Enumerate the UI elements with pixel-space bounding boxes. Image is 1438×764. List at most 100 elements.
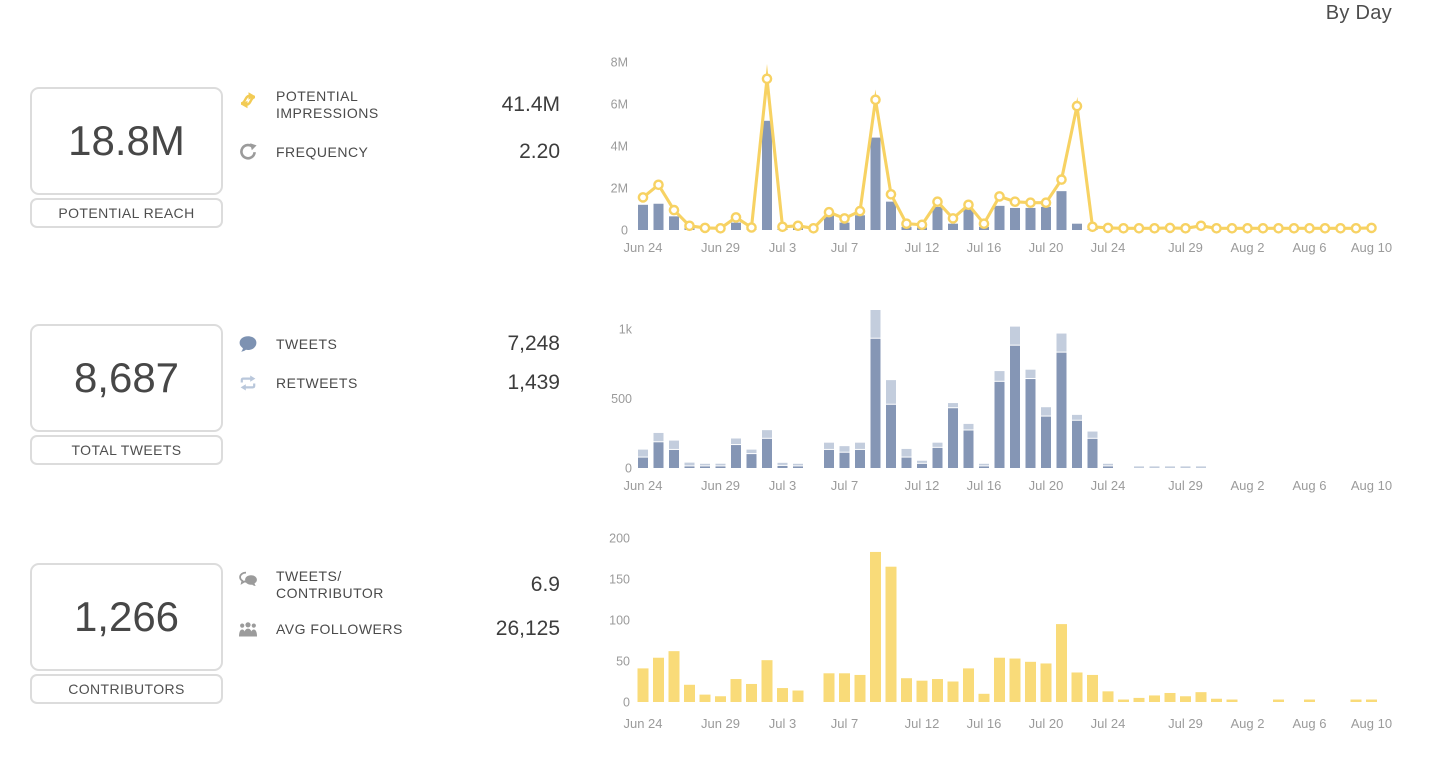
data-point-marker[interactable] bbox=[699, 222, 711, 234]
bar[interactable] bbox=[730, 679, 742, 702]
data-point-marker[interactable] bbox=[1350, 222, 1362, 234]
bar[interactable] bbox=[932, 206, 943, 230]
bar[interactable] bbox=[715, 466, 726, 468]
data-point-marker[interactable] bbox=[901, 218, 912, 229]
data-point-marker[interactable] bbox=[1180, 222, 1191, 234]
bar[interactable] bbox=[1102, 691, 1114, 702]
bar[interactable] bbox=[638, 457, 648, 468]
data-point-marker[interactable] bbox=[637, 192, 649, 203]
data-point-marker[interactable] bbox=[1040, 197, 1052, 208]
bar-stack-segment[interactable] bbox=[746, 449, 757, 454]
bar[interactable] bbox=[1366, 699, 1377, 702]
bar-stack-segment[interactable] bbox=[824, 442, 834, 449]
bar[interactable] bbox=[1056, 352, 1067, 468]
bar[interactable] bbox=[839, 222, 850, 230]
bar[interactable] bbox=[1071, 672, 1083, 702]
bar[interactable] bbox=[855, 449, 865, 468]
bar[interactable] bbox=[1350, 699, 1362, 702]
bar-stack-segment[interactable] bbox=[1056, 333, 1067, 352]
data-point-marker[interactable] bbox=[1304, 222, 1315, 234]
bar[interactable] bbox=[1056, 624, 1067, 702]
bar[interactable] bbox=[1164, 692, 1176, 702]
bar[interactable] bbox=[854, 674, 866, 702]
data-point-marker[interactable] bbox=[839, 213, 850, 224]
bar-stack-segment[interactable] bbox=[901, 448, 912, 457]
bar[interactable] bbox=[979, 466, 989, 468]
data-point-marker[interactable] bbox=[777, 221, 788, 233]
bar-stack-segment[interactable] bbox=[669, 440, 679, 449]
bar-stack-segment[interactable] bbox=[1149, 466, 1160, 468]
data-point-marker[interactable] bbox=[1118, 222, 1129, 234]
bar[interactable] bbox=[855, 215, 865, 230]
chart-canvas[interactable]: 0 50 100 150 200 Jun 24 Jun 29 Jul 3 Jul 7 Jul 12… bbox=[600, 525, 1438, 743]
bar[interactable] bbox=[1103, 466, 1113, 468]
data-point-marker[interactable] bbox=[715, 222, 726, 234]
bar-stack-segment[interactable] bbox=[839, 446, 850, 452]
bar[interactable] bbox=[653, 203, 664, 230]
data-point-marker[interactable] bbox=[792, 220, 804, 232]
bar[interactable] bbox=[1072, 223, 1082, 230]
bar[interactable] bbox=[1226, 699, 1238, 702]
bar[interactable] bbox=[963, 209, 974, 230]
bar[interactable] bbox=[901, 678, 912, 702]
bar[interactable] bbox=[668, 651, 680, 702]
bar-stack-segment[interactable] bbox=[1134, 466, 1144, 468]
bar[interactable] bbox=[963, 430, 974, 468]
bar-stack-segment[interactable] bbox=[932, 442, 943, 447]
bar-stack-segment[interactable] bbox=[1196, 466, 1206, 468]
bar[interactable] bbox=[1025, 661, 1036, 702]
bar[interactable] bbox=[917, 463, 927, 468]
bar[interactable] bbox=[1025, 207, 1036, 230]
bar[interactable] bbox=[1195, 692, 1207, 702]
bar[interactable] bbox=[839, 452, 850, 468]
bar[interactable] bbox=[669, 216, 679, 230]
data-point-marker[interactable] bbox=[1257, 222, 1269, 234]
bar[interactable] bbox=[947, 681, 959, 703]
bar[interactable] bbox=[792, 690, 804, 702]
bar[interactable] bbox=[777, 465, 788, 468]
data-point-marker[interactable] bbox=[978, 218, 990, 229]
data-point-marker[interactable] bbox=[1335, 222, 1346, 234]
bar[interactable] bbox=[948, 408, 958, 468]
bar[interactable] bbox=[994, 657, 1005, 702]
bar[interactable] bbox=[699, 694, 711, 702]
bar[interactable] bbox=[948, 223, 958, 230]
bar[interactable] bbox=[1149, 695, 1160, 702]
data-point-marker[interactable] bbox=[1009, 196, 1021, 207]
bar[interactable] bbox=[1010, 207, 1020, 230]
data-point-marker[interactable] bbox=[730, 212, 742, 223]
bar[interactable] bbox=[823, 673, 835, 702]
data-point-marker[interactable] bbox=[1319, 222, 1331, 234]
bar-stack-segment[interactable] bbox=[994, 371, 1005, 381]
data-point-marker[interactable] bbox=[916, 219, 928, 231]
bar-stack-segment[interactable] bbox=[1025, 369, 1036, 379]
bar-stack-segment[interactable] bbox=[777, 462, 788, 465]
bar-stack-segment[interactable] bbox=[886, 380, 896, 404]
bar[interactable] bbox=[1087, 438, 1098, 468]
bar-stack-segment[interactable] bbox=[963, 423, 974, 430]
data-point-marker[interactable] bbox=[1025, 197, 1036, 208]
data-point-marker[interactable] bbox=[963, 199, 974, 211]
data-point-marker[interactable] bbox=[761, 73, 773, 85]
tweets-retweets-by-day-chart[interactable]: 0 500 1k Jun 24 Jun 29 Jul 3 Jul 7 Jul 12 Jul 16… bbox=[600, 310, 1438, 502]
bar-stack-segment[interactable] bbox=[1010, 326, 1020, 345]
data-point-marker[interactable] bbox=[653, 179, 664, 191]
bar[interactable] bbox=[777, 688, 788, 702]
bar[interactable] bbox=[886, 201, 896, 230]
bar[interactable] bbox=[669, 449, 679, 468]
bar[interactable] bbox=[1273, 699, 1284, 702]
data-point-marker[interactable] bbox=[1087, 221, 1098, 233]
bar-stack-segment[interactable] bbox=[715, 463, 726, 466]
bar[interactable] bbox=[1025, 379, 1036, 468]
bar[interactable] bbox=[1118, 699, 1129, 702]
bar[interactable] bbox=[870, 137, 881, 230]
bar-stack-segment[interactable] bbox=[731, 438, 741, 445]
bar[interactable] bbox=[901, 457, 912, 468]
bar[interactable] bbox=[637, 668, 649, 702]
data-point-marker[interactable] bbox=[947, 213, 959, 224]
chart-canvas[interactable]: 0 500 1k Jun 24 Jun 29 Jul 3 Jul 7 Jul 12 Jul 16… bbox=[600, 310, 1438, 502]
bar[interactable] bbox=[1087, 674, 1098, 702]
data-point-marker[interactable] bbox=[1056, 174, 1067, 185]
bar[interactable] bbox=[684, 684, 695, 702]
bar-stack-segment[interactable] bbox=[1103, 463, 1113, 466]
